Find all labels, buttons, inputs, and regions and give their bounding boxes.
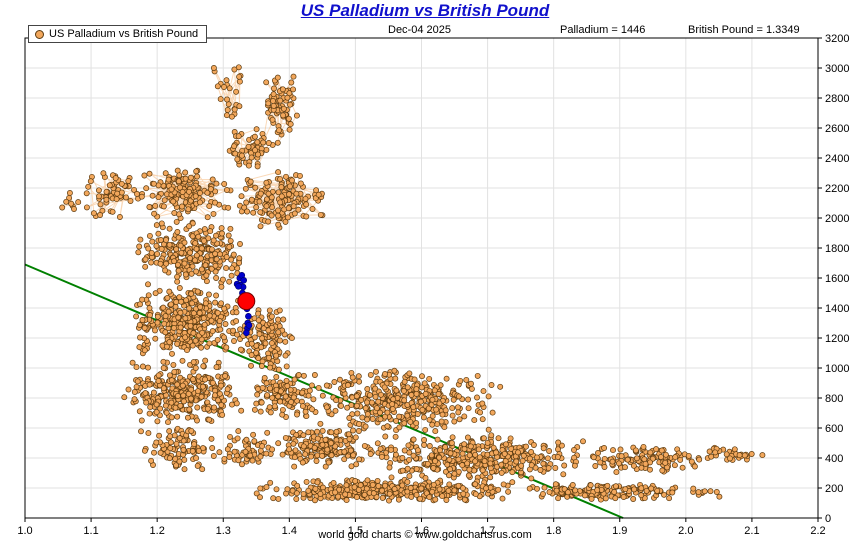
palladium-value-annotation: Palladium = 1446 — [560, 24, 646, 36]
y-tick-label: 1000 — [825, 363, 849, 375]
y-tick-label: 200 — [825, 483, 843, 495]
x-tick-label: 1.3 — [216, 525, 231, 537]
x-tick-label: 2.1 — [744, 525, 759, 537]
x-tick-label: 1.1 — [83, 525, 98, 537]
x-tick-label: 1.6 — [414, 525, 429, 537]
y-tick-label: 400 — [825, 453, 843, 465]
x-tick-label: 1.9 — [612, 525, 627, 537]
legend-label: US Palladium vs British Pound — [49, 28, 199, 40]
y-tick-label: 2800 — [825, 93, 849, 105]
legend-point-icon — [35, 29, 44, 39]
x-tick-label: 2.2 — [810, 525, 825, 537]
x-tick-label: 1.0 — [17, 525, 32, 537]
x-tick-label: 2.0 — [678, 525, 693, 537]
y-tick-label: 0 — [825, 513, 831, 525]
y-tick-label: 1600 — [825, 273, 849, 285]
axis-labels: 1.0 1.1 1.2 1.3 1.4 1.5 1.6 1.7 1.8 1.9 2.0 2.1 2.20… — [17, 33, 849, 537]
chart-title: US Palladium vs British Pound — [300, 1, 550, 20]
pound-value-annotation: British Pound = 1.3349 — [688, 24, 800, 36]
legend: US Palladium vs British Pound — [28, 25, 208, 43]
x-tick-label: 1.4 — [282, 525, 297, 537]
y-tick-label: 2600 — [825, 123, 849, 135]
x-tick-label: 1.5 — [348, 525, 363, 537]
y-tick-label: 2200 — [825, 183, 849, 195]
date-annotation: Dec-04 2025 — [388, 24, 451, 36]
x-tick-label: 1.7 — [480, 525, 495, 537]
source-credit: world gold charts © www.goldchartsrus.co… — [318, 529, 532, 541]
y-tick-label: 2000 — [825, 213, 849, 225]
y-tick-label: 3000 — [825, 63, 849, 75]
y-tick-label: 1400 — [825, 303, 849, 315]
current-point-marker — [237, 292, 256, 311]
y-tick-label: 600 — [825, 423, 843, 435]
x-tick-label: 1.2 — [150, 525, 165, 537]
x-tick-label: 1.8 — [546, 525, 561, 537]
y-tick-label: 3200 — [825, 33, 849, 45]
y-tick-label: 2400 — [825, 153, 849, 165]
y-tick-label: 1200 — [825, 333, 849, 345]
y-tick-label: 1800 — [825, 243, 849, 255]
y-tick-label: 800 — [825, 393, 843, 405]
scatter-points — [59, 64, 766, 504]
